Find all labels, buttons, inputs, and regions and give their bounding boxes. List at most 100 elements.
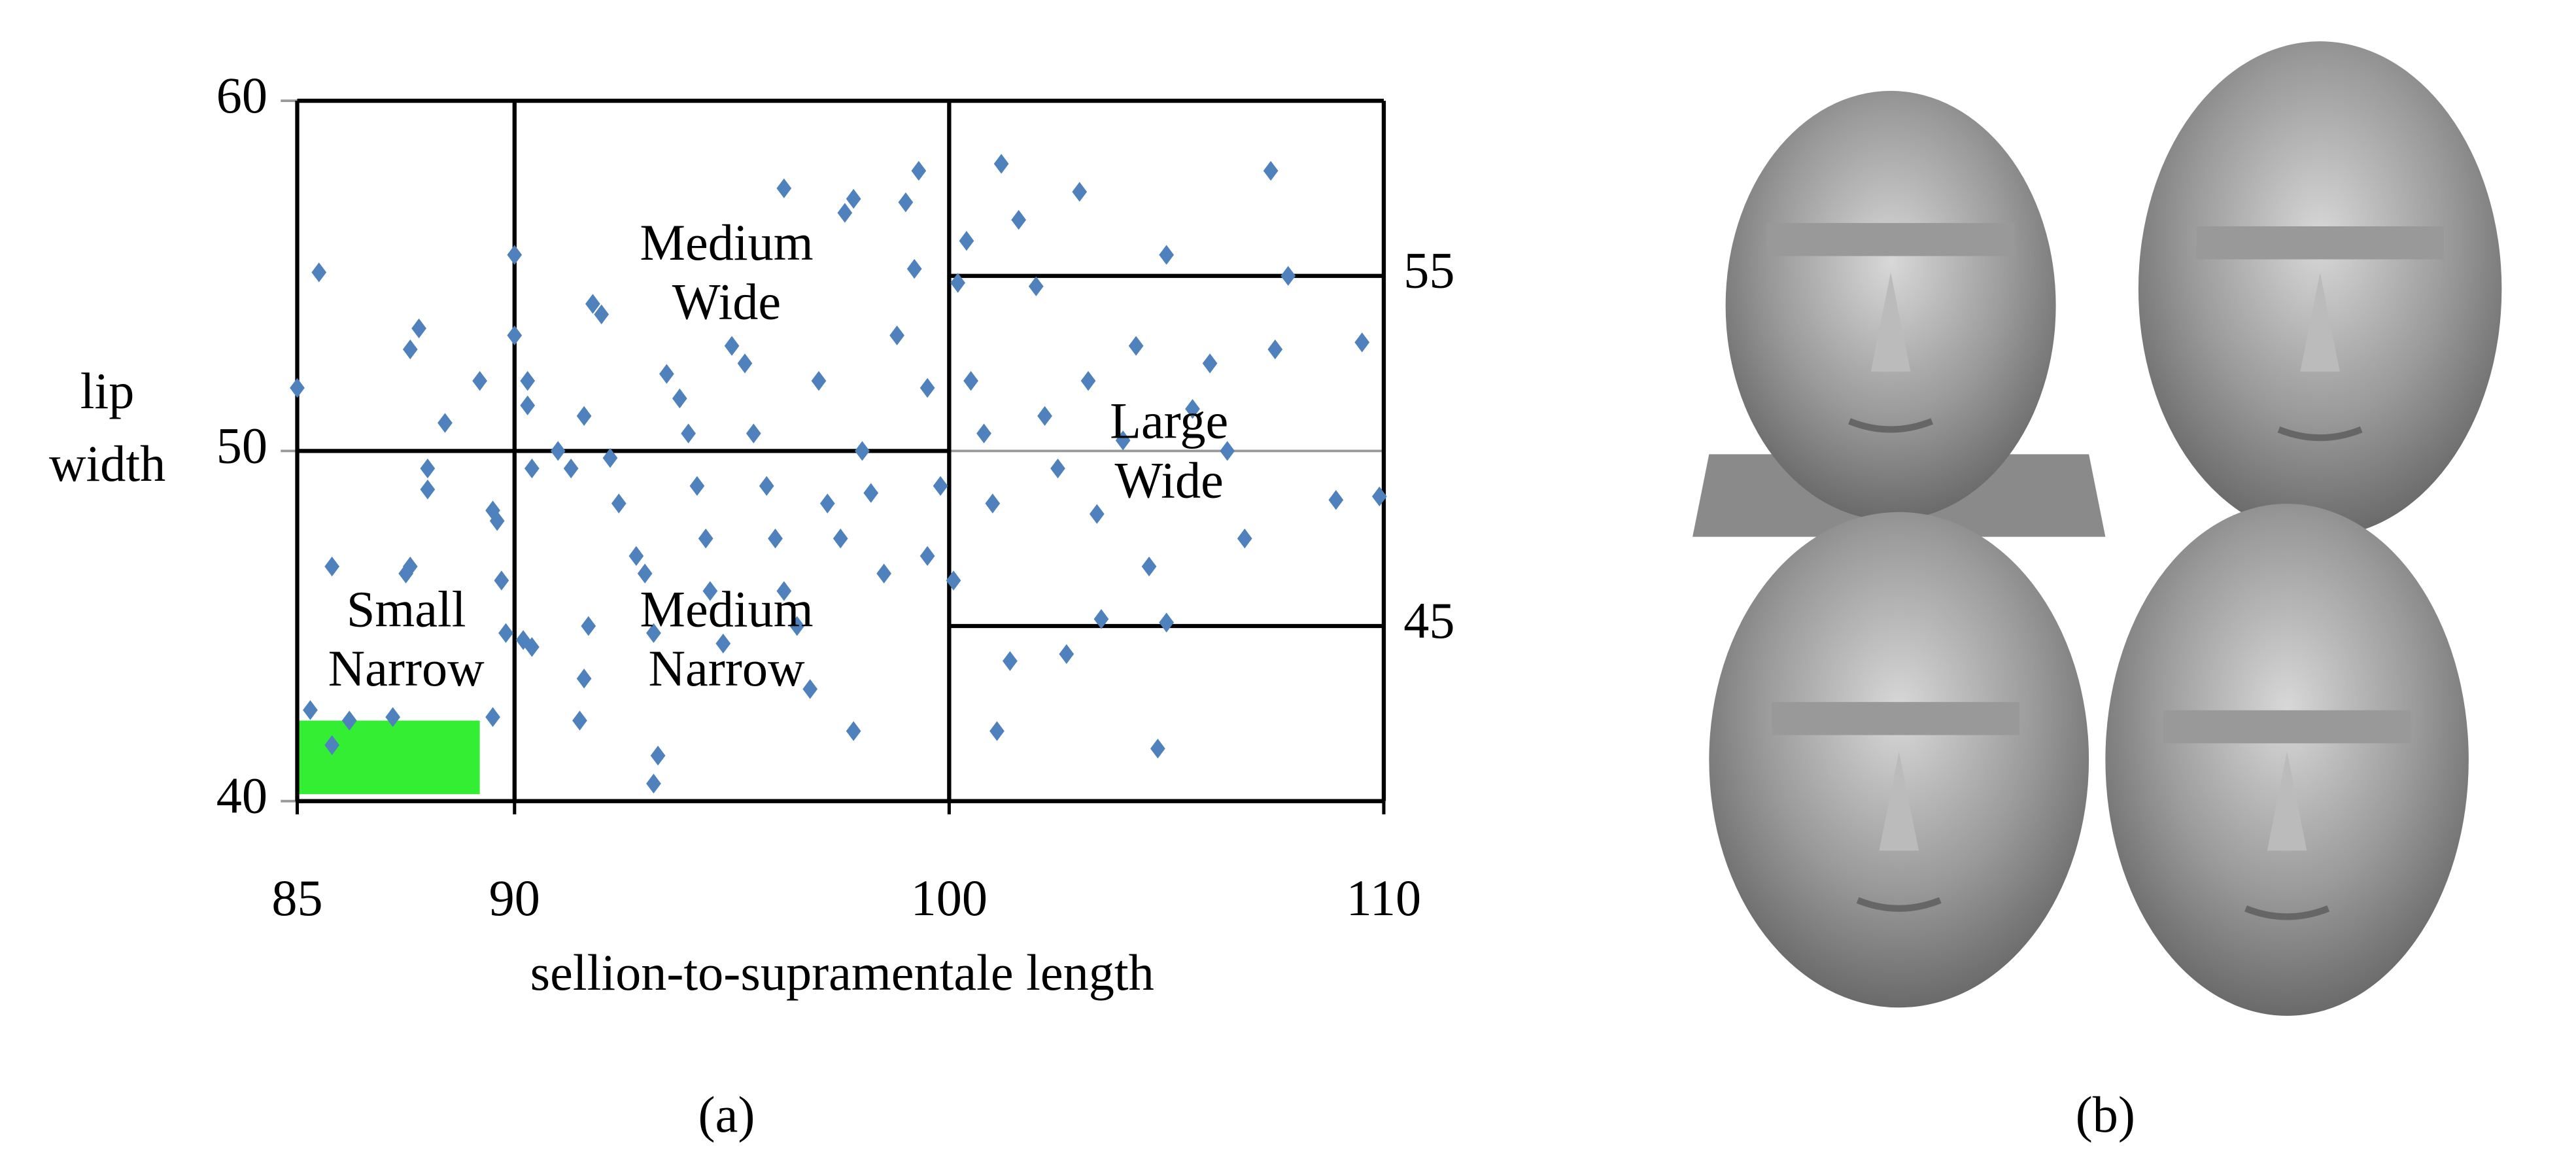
data-point: [311, 262, 327, 283]
data-point: [898, 192, 914, 213]
region-label: Medium: [640, 214, 813, 271]
data-point: [1328, 490, 1344, 510]
data-point: [724, 336, 740, 356]
data-point: [963, 371, 978, 391]
data-point: [576, 406, 592, 426]
data-point: [1267, 339, 1283, 360]
data-point: [1072, 182, 1088, 202]
data-point: [1185, 398, 1200, 419]
data-point: [702, 581, 718, 601]
data-point: [637, 563, 653, 584]
data-point: [585, 294, 600, 314]
data-point: [507, 245, 523, 265]
data-point: [1159, 245, 1175, 265]
highlight-region: [297, 720, 480, 794]
data-point: [1037, 406, 1052, 426]
region-label: Small: [347, 580, 466, 637]
x-tick-label: 85: [271, 869, 322, 926]
data-point: [863, 483, 879, 503]
y-tick-label: 50: [216, 417, 267, 474]
region-label: Narrow: [328, 640, 485, 697]
data-point: [485, 707, 500, 727]
x-axis-label: sellion-to-supramentale length: [530, 944, 1154, 1001]
data-point: [1080, 371, 1096, 391]
caption-a: (a): [698, 1086, 755, 1143]
data-point: [659, 364, 674, 384]
data-point: [1263, 160, 1279, 181]
data-point: [833, 529, 848, 549]
data-point: [746, 423, 761, 444]
data-point: [776, 178, 792, 199]
data-point: [933, 476, 948, 496]
data-point: [737, 353, 753, 374]
data-point: [846, 188, 861, 209]
data-point: [1093, 609, 1109, 629]
face-scan: [2138, 41, 2502, 537]
caption-b: (b): [2076, 1086, 2135, 1143]
data-point: [959, 231, 974, 251]
data-point: [594, 304, 610, 324]
data-point: [876, 563, 892, 584]
data-point: [420, 458, 436, 479]
data-point: [524, 458, 540, 479]
data-point: [1371, 486, 1387, 507]
face-scan: [2105, 504, 2469, 1016]
data-point: [472, 371, 487, 391]
data-point: [1354, 332, 1370, 353]
data-point: [524, 636, 540, 657]
data-point: [290, 377, 305, 398]
data-point: [402, 339, 418, 360]
data-point: [819, 493, 835, 514]
data-point: [498, 623, 513, 643]
data-point: [759, 476, 774, 496]
data-point: [438, 413, 453, 433]
data-point: [989, 721, 1005, 741]
data-point: [1059, 644, 1074, 664]
data-point: [646, 773, 661, 794]
data-point: [985, 493, 1001, 514]
data-point: [1003, 651, 1018, 671]
data-point: [646, 623, 661, 643]
data-point: [411, 318, 426, 339]
data-point: [855, 441, 870, 461]
data-point: [802, 679, 818, 699]
data-point: [672, 388, 687, 409]
data-point: [1089, 504, 1105, 524]
data-point: [324, 556, 340, 577]
data-point: [1237, 529, 1252, 549]
data-point: [650, 745, 666, 766]
face-scan: [1709, 512, 2089, 1008]
x-tick-label: 90: [489, 869, 540, 926]
data-point: [906, 258, 922, 279]
data-point: [1011, 209, 1027, 230]
data-point: [1202, 353, 1218, 374]
data-point: [520, 371, 536, 391]
data-point: [776, 581, 792, 601]
data-point: [919, 546, 935, 566]
x-tick-label: 110: [1347, 869, 1422, 926]
data-point: [507, 325, 523, 345]
data-point: [420, 479, 436, 500]
data-point: [911, 160, 927, 181]
data-point: [611, 493, 627, 514]
data-point: [976, 423, 991, 444]
face-scans: [1692, 41, 2502, 1016]
data-point: [1150, 739, 1165, 759]
data-point: [837, 203, 853, 223]
x-tick-label: 100: [911, 869, 987, 926]
face-scan: [1692, 90, 2106, 537]
data-point: [768, 529, 783, 549]
data-point: [489, 511, 505, 531]
data-point: [324, 735, 340, 756]
region-label: Wide: [1115, 451, 1224, 508]
data-point: [681, 423, 696, 444]
y-axis-label: width: [49, 435, 165, 492]
data-point: [789, 616, 805, 636]
region-label: Wide: [672, 273, 781, 330]
data-point: [889, 325, 904, 345]
data-point: [628, 546, 644, 566]
region-label: Large: [1110, 392, 1228, 449]
data-point: [576, 669, 592, 689]
